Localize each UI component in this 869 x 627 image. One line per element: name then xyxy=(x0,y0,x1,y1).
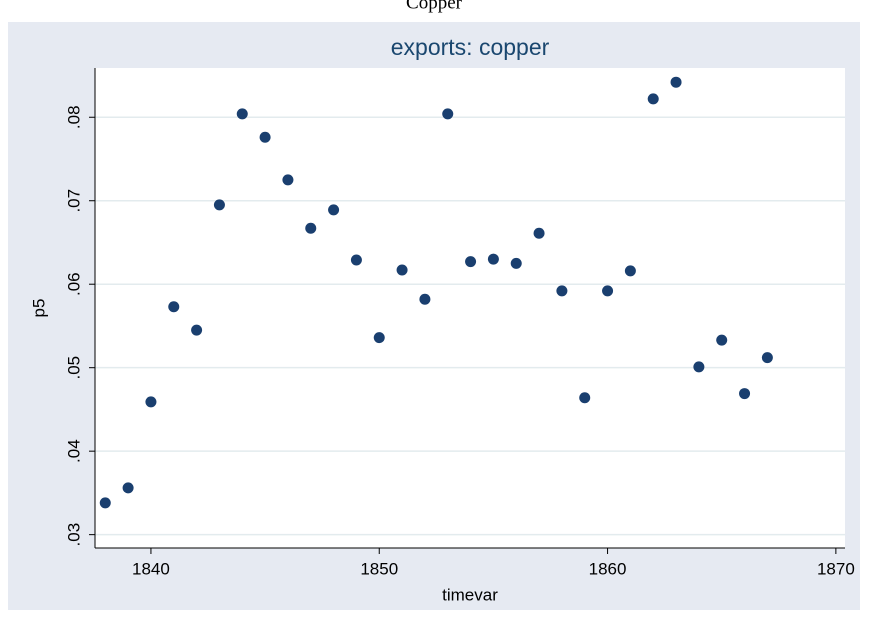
x-tick-label: 1870 xyxy=(817,559,855,578)
data-point xyxy=(533,227,545,239)
data-point xyxy=(693,361,705,373)
data-point xyxy=(305,222,317,234)
data-point xyxy=(259,131,271,143)
data-point xyxy=(465,256,477,268)
data-point xyxy=(670,76,682,88)
plot-area xyxy=(95,68,845,548)
data-point xyxy=(442,108,454,120)
data-point xyxy=(191,324,203,336)
data-point xyxy=(579,392,591,404)
y-tick-label: .07 xyxy=(64,189,83,213)
x-tick-label: 1840 xyxy=(132,559,170,578)
chart-title: exports: copper xyxy=(391,34,550,60)
y-tick-label: .03 xyxy=(64,523,83,547)
data-point xyxy=(624,265,636,277)
data-point xyxy=(122,482,134,494)
x-tick-label: 1860 xyxy=(589,559,627,578)
x-axis-label: timevar xyxy=(442,585,498,604)
data-point xyxy=(602,285,614,297)
data-point xyxy=(350,254,362,266)
data-point xyxy=(419,293,431,305)
data-point xyxy=(647,93,659,105)
data-point xyxy=(556,285,568,297)
data-point xyxy=(761,352,773,364)
y-tick-label: .08 xyxy=(64,105,83,129)
data-point xyxy=(168,301,180,313)
data-point xyxy=(328,204,340,216)
data-point xyxy=(373,332,385,344)
data-point xyxy=(145,396,157,408)
data-point xyxy=(236,108,248,120)
data-point xyxy=(396,264,408,276)
data-point xyxy=(510,257,522,269)
data-point xyxy=(213,199,225,211)
data-point xyxy=(739,388,751,400)
page-heading: Copper xyxy=(406,0,463,13)
y-axis-label: p5 xyxy=(29,299,48,318)
y-tick-label: .05 xyxy=(64,356,83,380)
y-tick-label: .04 xyxy=(64,439,83,463)
data-point xyxy=(99,497,111,509)
data-point xyxy=(716,334,728,346)
y-tick-label: .06 xyxy=(64,272,83,296)
data-point xyxy=(487,253,499,265)
x-tick-label: 1850 xyxy=(360,559,398,578)
data-point xyxy=(282,174,294,186)
